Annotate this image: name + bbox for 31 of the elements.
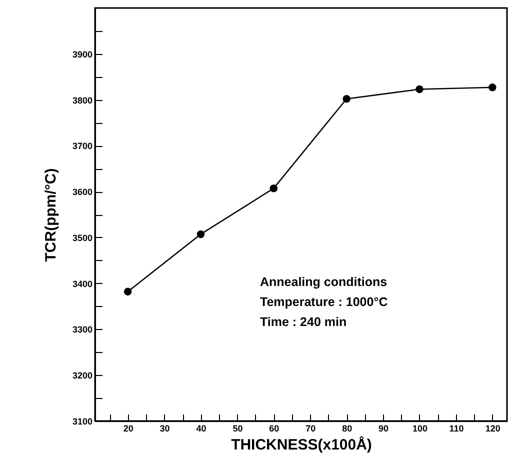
x-tick-label: 50	[232, 424, 243, 434]
y-axis-title: TCR(ppm/°C)	[42, 168, 60, 262]
x-tick-label: 120	[485, 424, 500, 434]
annotation: Temperature : 1000°C	[260, 295, 388, 309]
point	[416, 85, 424, 94]
y-tick-label: 3900	[72, 49, 92, 60]
x-tick-label: 40	[196, 424, 206, 434]
x-axis-title: THICKNESS(x100Å)	[231, 436, 372, 454]
y-tick-label: 3100	[72, 416, 92, 426]
point	[488, 84, 496, 92]
x-tick-label: 70	[306, 424, 316, 434]
y-tick-label: 3200	[72, 370, 92, 381]
x-tick-label: 80	[342, 424, 352, 434]
x-tick-label: 60	[269, 424, 280, 434]
point	[124, 288, 132, 296]
point	[196, 230, 205, 238]
x-tick-label: 100	[412, 424, 428, 434]
point	[342, 94, 350, 103]
x-tick-label: 110	[449, 424, 464, 434]
y-tick-label: 3400	[72, 278, 92, 289]
y-tick-label: 3500	[72, 232, 92, 243]
y-tick-label: 3300	[72, 324, 92, 335]
x-tick-label: 30	[160, 424, 170, 434]
y-tick-label: 3700	[72, 141, 92, 152]
annotation: Time : 240 min	[260, 315, 347, 329]
y-tick-label: 3800	[72, 95, 92, 106]
x-tick-label: 20	[123, 424, 134, 434]
point	[270, 184, 278, 192]
y-tick-label: 3600	[72, 187, 92, 198]
x-tick-label: 90	[378, 424, 389, 434]
annotation: Annealing conditions	[260, 275, 388, 289]
